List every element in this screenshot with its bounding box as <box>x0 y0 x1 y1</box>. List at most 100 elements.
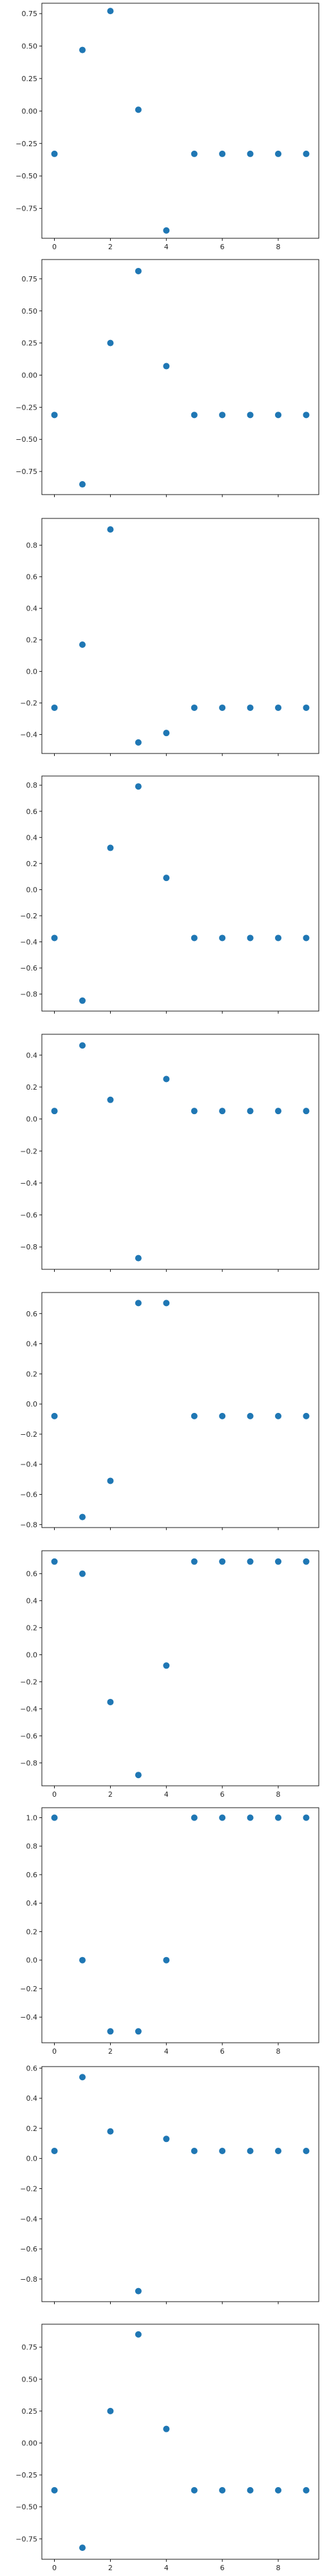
data-point <box>219 412 226 419</box>
data-point <box>135 2331 142 2338</box>
y-tick-label: −0.8 <box>20 2275 37 2284</box>
y-tick-label: −0.4 <box>20 2215 37 2223</box>
axes-frame <box>41 2324 319 2560</box>
x-tick-label: 4 <box>164 243 169 251</box>
data-point <box>51 1108 58 1115</box>
axes-frame <box>41 3 319 239</box>
data-point <box>247 934 254 942</box>
data-point <box>107 2028 114 2035</box>
x-tick-label: 8 <box>276 243 281 251</box>
y-tick-label: 0.25 <box>22 2407 38 2416</box>
data-point <box>51 1412 58 1419</box>
y-tick-label: −0.2 <box>20 699 37 708</box>
y-tick-label: −0.2 <box>20 1430 37 1439</box>
data-point <box>107 526 114 533</box>
data-point <box>51 1814 58 1821</box>
axes-frame <box>41 1292 319 1528</box>
y-tick-label: 0.0 <box>26 1400 38 1408</box>
x-tick-label: 6 <box>220 243 225 251</box>
data-point <box>79 2544 86 2552</box>
data-point <box>51 412 58 419</box>
data-point <box>303 1108 310 1115</box>
y-tick-label: 0.4 <box>26 1597 38 1605</box>
data-point <box>191 2486 198 2494</box>
y-tick-label: 0.2 <box>26 860 38 868</box>
data-point <box>303 1814 310 1821</box>
data-point <box>247 1558 254 1565</box>
data-point <box>275 704 282 711</box>
data-point <box>163 1075 170 1083</box>
data-point <box>219 2486 226 2494</box>
y-tick-label: 0.2 <box>26 1083 38 1092</box>
y-tick-label: 0.4 <box>26 833 38 842</box>
y-tick-label: −0.75 <box>15 2535 37 2543</box>
y-tick-label: 0.2 <box>26 1927 38 1936</box>
x-tick-label: 6 <box>220 2047 225 2056</box>
data-point <box>191 934 198 942</box>
y-tick-label: 0.75 <box>22 10 38 18</box>
data-point <box>275 2486 282 2494</box>
data-point <box>303 150 310 157</box>
data-point <box>135 106 142 113</box>
y-tick-label: 0.2 <box>26 636 38 645</box>
data-point <box>79 2074 86 2081</box>
y-tick-label: 0.0 <box>26 1651 38 1660</box>
y-tick-label: 0.2 <box>26 1370 38 1378</box>
data-point <box>51 2486 58 2494</box>
y-tick-label: −0.2 <box>20 1985 37 1993</box>
data-point <box>163 1662 170 1669</box>
data-point <box>107 8 114 15</box>
axes-frame <box>41 775 319 1012</box>
data-point <box>107 844 114 851</box>
data-point <box>247 1412 254 1419</box>
axes-frame <box>41 1034 319 1270</box>
y-tick-label: 0.50 <box>22 43 38 51</box>
data-point <box>79 1513 86 1520</box>
y-tick-label: 0.4 <box>26 1899 38 1908</box>
y-tick-label: 0.6 <box>26 573 38 582</box>
y-tick-label: −0.4 <box>20 1179 37 1188</box>
axes-frame <box>41 259 319 495</box>
data-point <box>247 704 254 711</box>
x-tick-label: 4 <box>164 1790 169 1799</box>
y-tick-label: 0.25 <box>22 339 38 348</box>
data-point <box>219 1108 226 1115</box>
y-tick-label: 0.6 <box>26 2064 38 2072</box>
axes-frame <box>41 1807 319 2043</box>
data-point <box>219 2148 226 2155</box>
y-tick-label: −0.2 <box>20 912 37 920</box>
y-tick-label: 0.50 <box>22 2375 38 2383</box>
data-point <box>79 481 86 488</box>
data-point <box>79 1042 86 1049</box>
y-tick-label: 0.00 <box>22 372 38 380</box>
axes-frame <box>41 1550 319 1786</box>
data-point <box>163 227 170 234</box>
scatter-panel-5: −0.8 −0.6 −0.4 −0.2 0.0 0.2 0.4 <box>20 1034 319 1272</box>
data-point <box>275 2148 282 2155</box>
y-tick-label: 0.4 <box>26 605 38 613</box>
data-point <box>107 1477 114 1484</box>
y-tick-label: −0.2 <box>20 1678 37 1686</box>
x-tick-label: 0 <box>52 1790 57 1799</box>
x-tick-label: 0 <box>52 2564 57 2572</box>
data-point <box>191 704 198 711</box>
x-tick-label: 2 <box>108 2564 113 2572</box>
data-point <box>219 1558 226 1565</box>
x-tick-label: 2 <box>108 1790 113 1799</box>
data-point <box>135 1300 142 1307</box>
x-tick-label: 2 <box>108 243 113 251</box>
y-tick-label: 0.8 <box>26 542 38 550</box>
y-tick-label: −0.6 <box>20 964 37 972</box>
y-tick-label: 0.8 <box>26 781 38 790</box>
data-point <box>191 1412 198 1419</box>
data-point <box>219 1412 226 1419</box>
data-point <box>191 412 198 419</box>
y-tick-label: 0.25 <box>22 75 38 83</box>
data-point <box>107 1698 114 1705</box>
axes-frame <box>41 518 319 754</box>
x-tick-label: 8 <box>276 2047 281 2056</box>
y-tick-label: −0.8 <box>20 1759 37 1767</box>
data-point <box>275 1108 282 1115</box>
x-tick-label: 0 <box>52 2047 57 2056</box>
data-point <box>135 2287 142 2295</box>
